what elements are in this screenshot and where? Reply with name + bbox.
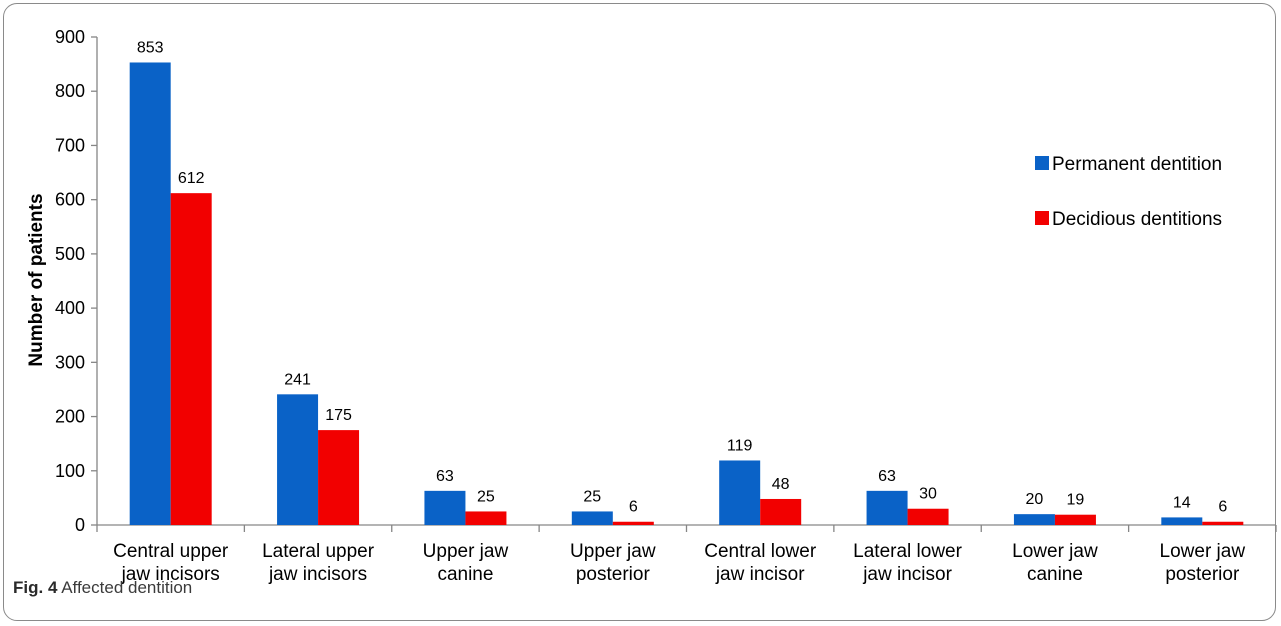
bar xyxy=(465,511,507,525)
data-label: 25 xyxy=(477,488,495,505)
y-tick-label: 600 xyxy=(55,190,85,210)
figure-caption-text: Affected dentition xyxy=(61,578,193,597)
x-tick-label: Central lower xyxy=(704,541,817,562)
bar xyxy=(318,430,360,525)
legend-label: Decidious dentitions xyxy=(1052,209,1222,230)
data-label: 241 xyxy=(284,371,311,388)
y-axis: 0 100 200 300 400 500 600 700 800 900 xyxy=(55,27,98,535)
data-label: 19 xyxy=(1067,492,1085,509)
y-tick-label: 900 xyxy=(55,27,85,47)
x-tick-label: jaw incisors xyxy=(121,564,220,585)
data-label: 6 xyxy=(1218,499,1227,516)
bar xyxy=(866,490,908,525)
legend: Permanent dentition Decidious dentitions xyxy=(1035,154,1222,230)
x-tick-label: Lateral upper xyxy=(262,541,375,562)
x-tick-label: Upper jaw xyxy=(570,541,656,562)
data-label: 30 xyxy=(919,486,937,503)
x-tick-label: posterior xyxy=(576,564,651,585)
y-tick-label: 200 xyxy=(55,407,85,427)
data-label: 63 xyxy=(878,468,896,485)
y-tick-label: 700 xyxy=(55,135,85,155)
bar xyxy=(1054,514,1096,525)
x-tick-label: Upper jaw xyxy=(423,541,509,562)
data-label: 6 xyxy=(629,499,638,516)
bar xyxy=(170,193,212,525)
value-labels: 853 241 63 25 119 63 20 14 612 175 25 6 48 30 19 6 xyxy=(137,39,1228,515)
figure-caption: Fig. 4 Affected dentition xyxy=(13,578,192,598)
data-label: 175 xyxy=(325,407,352,424)
x-tick-label: jaw incisors xyxy=(268,564,367,585)
x-tick-label: canine xyxy=(437,564,493,585)
legend-swatch xyxy=(1035,156,1049,170)
x-tick-label: Lateral lower xyxy=(853,541,962,562)
bar xyxy=(1161,517,1203,525)
y-axis-title: Number of patients xyxy=(26,193,47,366)
bar xyxy=(612,521,654,525)
bar xyxy=(424,490,466,525)
y-tick-label: 400 xyxy=(55,298,85,318)
x-tick-label: jaw incisor xyxy=(862,564,952,585)
legend-swatch xyxy=(1035,211,1049,225)
bar xyxy=(719,460,761,525)
x-tick-label: posterior xyxy=(1165,564,1240,585)
bar xyxy=(1013,514,1055,525)
bars xyxy=(129,62,1244,526)
bar xyxy=(277,394,319,525)
y-tick-label: 300 xyxy=(55,352,85,372)
bar xyxy=(1202,521,1244,525)
bar xyxy=(760,498,802,525)
bar xyxy=(571,511,613,525)
y-tick-label: 100 xyxy=(55,461,85,481)
data-label: 25 xyxy=(583,488,601,505)
x-tick-label: canine xyxy=(1027,564,1083,585)
x-tick-label: jaw incisor xyxy=(715,564,805,585)
data-label: 14 xyxy=(1173,494,1191,511)
data-label: 48 xyxy=(772,476,790,493)
x-tick-label: Lower jaw xyxy=(1160,541,1246,562)
y-tick-label: 500 xyxy=(55,244,85,264)
data-label: 63 xyxy=(436,468,454,485)
figure-label: Fig. 4 xyxy=(13,578,58,597)
data-label: 119 xyxy=(727,437,753,454)
legend-label: Permanent dentition xyxy=(1052,154,1222,175)
data-label: 20 xyxy=(1026,491,1044,508)
x-tick-label: Central upper xyxy=(113,541,229,562)
bar xyxy=(907,508,949,525)
data-label: 612 xyxy=(178,170,205,187)
y-tick-label: 800 xyxy=(55,81,85,101)
bar xyxy=(129,62,171,526)
x-tick-label: Lower jaw xyxy=(1012,541,1098,562)
y-tick-label: 0 xyxy=(75,515,85,535)
data-label: 853 xyxy=(137,39,164,56)
